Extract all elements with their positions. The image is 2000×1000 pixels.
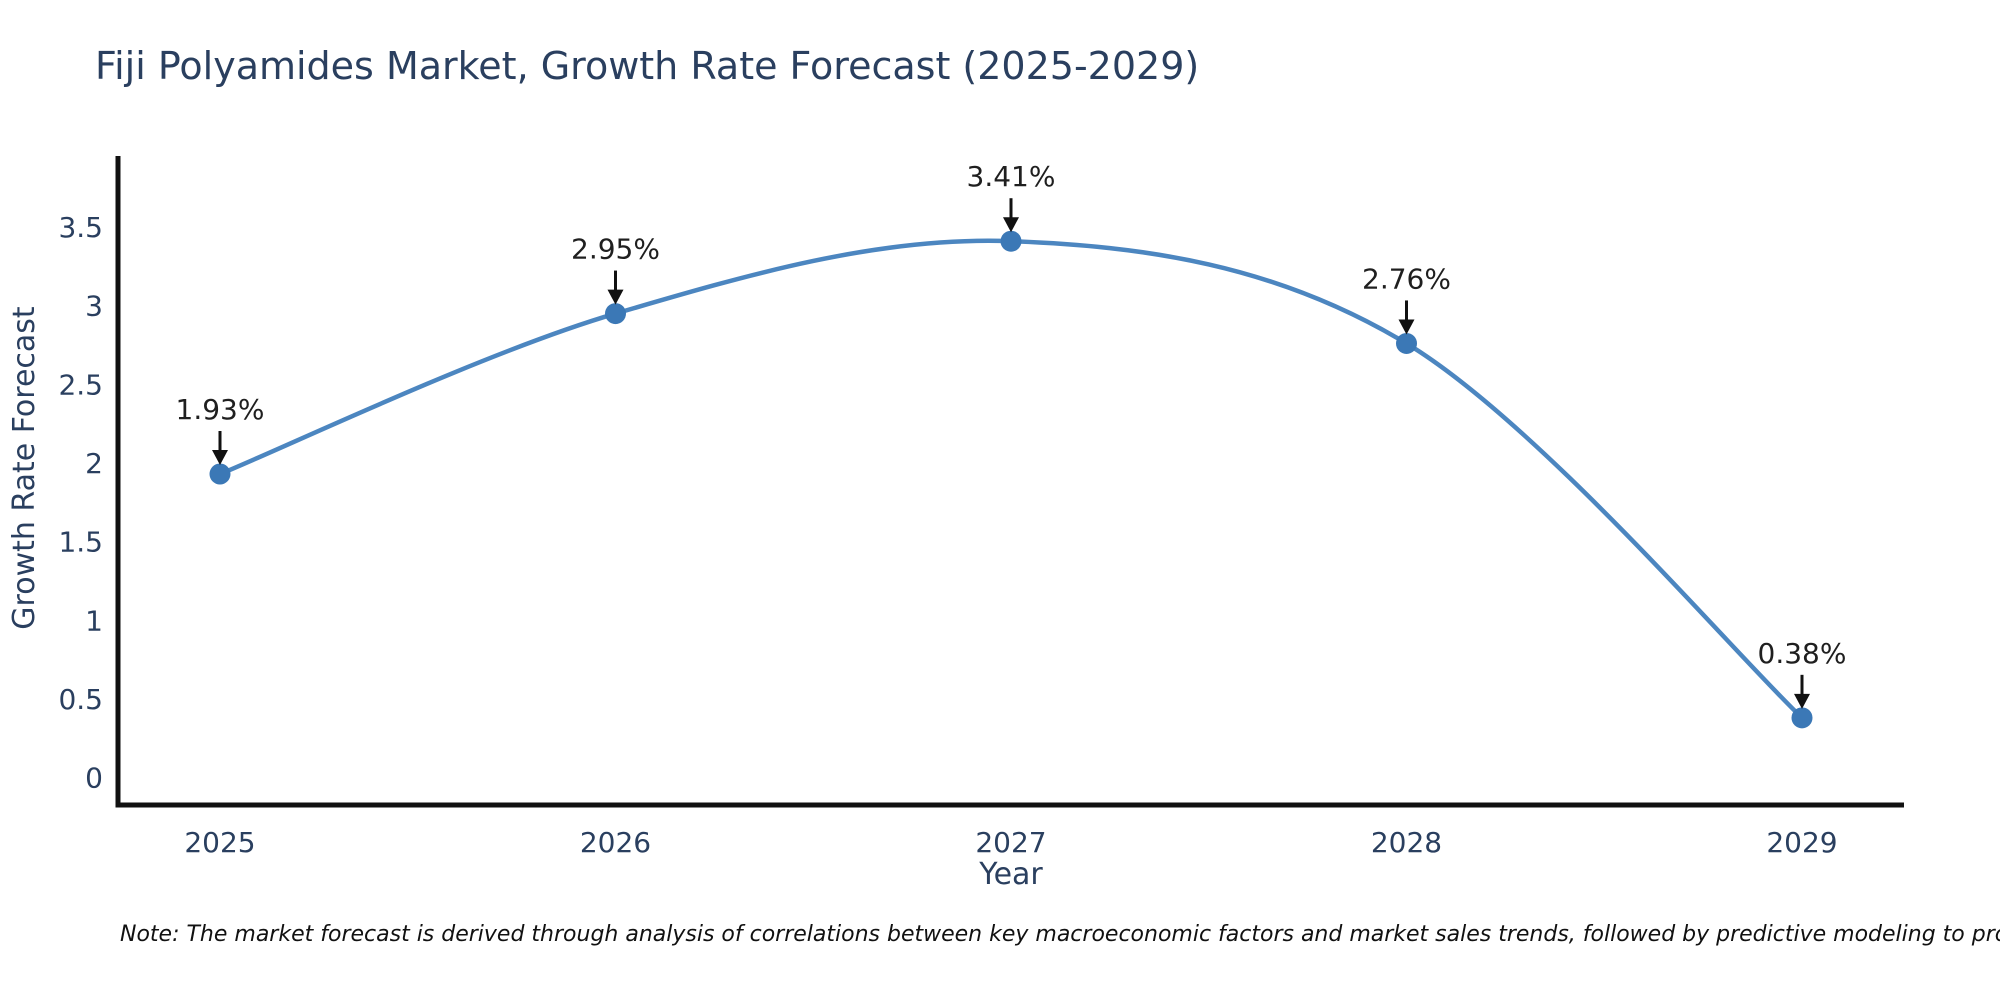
annotation-label: 2.76% [1362, 262, 1451, 295]
annotation-label: 0.38% [1758, 637, 1847, 670]
x-tick-label: 2028 [1371, 826, 1442, 859]
y-tick-label: 2 [85, 447, 103, 480]
data-point-marker [605, 303, 626, 325]
annotation-arrowhead [212, 450, 228, 466]
y-tick-label: 3.5 [58, 211, 103, 244]
data-point-marker [1791, 707, 1813, 729]
annotation-label: 3.41% [967, 160, 1056, 193]
annotation-arrowhead [1794, 693, 1810, 709]
y-tick-label: 1 [85, 604, 103, 637]
y-tick-label: 3 [85, 290, 103, 323]
x-axis-title: Year [978, 857, 1043, 892]
annotation-arrowhead [607, 289, 624, 305]
chart-title: Fiji Polyamides Market, Growth Rate Fore… [95, 44, 1200, 88]
y-tick-label: 2.5 [58, 368, 103, 401]
annotation-label: 1.93% [176, 393, 265, 426]
x-tick-label: 2027 [975, 826, 1046, 859]
x-tick-label: 2026 [580, 826, 651, 859]
x-tick-label: 2025 [184, 826, 255, 859]
annotation-arrowhead [1003, 217, 1019, 233]
y-tick-label: 0.5 [58, 683, 103, 716]
y-tick-label: 1.5 [58, 526, 103, 559]
annotation-label: 2.95% [571, 233, 660, 266]
data-point-marker [1000, 230, 1022, 252]
footnote: Note: The market forecast is derived thr… [120, 922, 2000, 947]
y-axis-title: Growth Rate Forecast [7, 306, 42, 630]
annotation-arrowhead [1398, 319, 1415, 335]
x-tick-label: 2029 [1766, 826, 1837, 859]
data-point-marker [1396, 332, 1417, 354]
trend-line [219, 238, 1804, 720]
y-tick-label: 0 [85, 762, 103, 795]
data-point-marker [209, 463, 231, 485]
